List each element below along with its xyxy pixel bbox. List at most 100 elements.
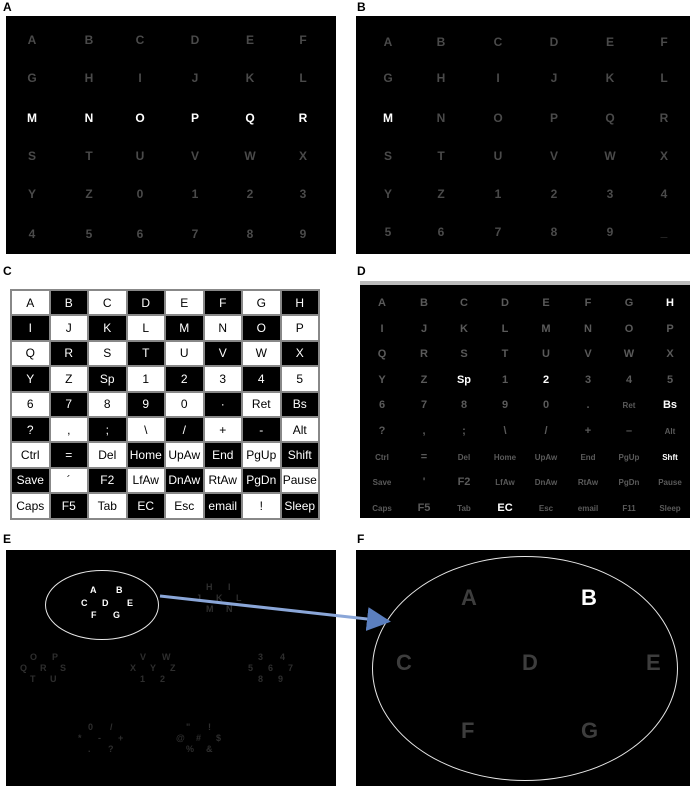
speller-cell: Q bbox=[605, 111, 615, 125]
speller-cell: Q bbox=[245, 111, 255, 125]
speller-cell: V bbox=[190, 149, 199, 163]
speller-cell: S bbox=[27, 149, 36, 163]
flash-cell: W bbox=[623, 348, 635, 360]
speller-cell: U bbox=[493, 149, 503, 163]
speller-cell: 2 bbox=[550, 187, 558, 201]
speller-cell: D bbox=[549, 35, 559, 49]
checkerboard-cell: EC bbox=[126, 493, 165, 519]
checkerboard-cell: Ret bbox=[242, 391, 281, 417]
checkerboard-cell: W bbox=[242, 340, 281, 367]
flash-cell: + bbox=[584, 425, 592, 437]
flash-cell: 1 bbox=[501, 374, 509, 386]
flash-cell: ; bbox=[462, 425, 466, 437]
faint-region-letter: & bbox=[206, 744, 213, 754]
faint-region-letter: - bbox=[98, 733, 101, 743]
speller-cell: W bbox=[604, 149, 616, 163]
faint-region-letter: + bbox=[118, 733, 124, 743]
checkerboard-cell: U bbox=[165, 340, 204, 367]
faint-region-letter: ! bbox=[208, 722, 211, 732]
panel-a-row-column-speller: A B C D E F G H I J K L M N O P Q R S T U V W X Y Z 0 1 2 3 4 5 6 7 8 9 bbox=[6, 16, 336, 254]
checkerboard-cell: S bbox=[88, 340, 127, 367]
checkerboard-cell: End bbox=[203, 442, 242, 468]
checkerboard-cell: L bbox=[126, 315, 165, 341]
faint-region-letter: $ bbox=[216, 733, 222, 743]
flash-cell: Alt bbox=[664, 426, 676, 436]
faint-region-letter: X bbox=[130, 663, 137, 673]
flash-cell: ? bbox=[378, 425, 386, 437]
speller-cell: K bbox=[605, 71, 615, 85]
expanded-letter: A bbox=[461, 585, 477, 610]
checkerboard-cell: · bbox=[203, 391, 242, 417]
flash-cell: U bbox=[542, 348, 550, 360]
faint-region-letter: 6 bbox=[268, 663, 274, 673]
checkerboard-cell: A bbox=[11, 290, 50, 316]
checkerboard-cell: H bbox=[280, 290, 319, 316]
speller-cell: R bbox=[659, 111, 669, 125]
checkerboard-cell: E bbox=[165, 290, 204, 316]
checkerboard-cell: X bbox=[280, 340, 319, 367]
faint-region-letter: @ bbox=[176, 733, 185, 743]
speller-cell: 7 bbox=[191, 227, 199, 241]
checkerboard-cell: D bbox=[126, 290, 165, 316]
speller-cell: V bbox=[549, 149, 558, 163]
faint-region-letter: I bbox=[228, 582, 231, 592]
flash-cell: H bbox=[666, 297, 674, 309]
checkerboard-cell: F bbox=[203, 290, 242, 316]
flash-cell: – bbox=[625, 425, 633, 437]
faint-region-letter: 5 bbox=[248, 663, 254, 673]
checkerboard-cell: C bbox=[88, 290, 127, 316]
flash-cell: Shft bbox=[662, 452, 678, 462]
flash-cell: RtAw bbox=[577, 477, 599, 487]
flash-cell: End bbox=[580, 452, 596, 462]
speller-cell: O bbox=[135, 111, 145, 125]
flash-cell: 8 bbox=[460, 399, 468, 411]
flash-cell: Ret bbox=[622, 400, 636, 410]
speller-cell: P bbox=[549, 111, 558, 125]
checkerboard-cell: Tab bbox=[88, 493, 127, 519]
faint-region-letter: S bbox=[60, 663, 67, 673]
flash-cell: F bbox=[584, 297, 592, 309]
faint-region-letter: . bbox=[88, 744, 91, 754]
checkerboard-cell: \ bbox=[126, 417, 165, 443]
flash-cell: 0 bbox=[542, 399, 550, 411]
checkerboard-cell: RtAw bbox=[203, 467, 242, 494]
checkerboard-cell: , bbox=[49, 417, 88, 443]
faint-region-letter: 3 bbox=[258, 652, 264, 662]
flash-cell: N bbox=[584, 323, 592, 335]
speller-cell: 5 bbox=[85, 227, 93, 241]
checkerboard-cell: 0 bbox=[165, 391, 204, 417]
checkerboard-cell: + bbox=[203, 417, 242, 443]
speller-cell: N bbox=[436, 111, 446, 125]
speller-cell: W bbox=[244, 149, 256, 163]
speller-cell: 1 bbox=[191, 187, 199, 201]
speller-cell: 8 bbox=[550, 225, 558, 239]
checkerboard-cell: / bbox=[165, 417, 204, 443]
flash-cell: 9 bbox=[501, 399, 509, 411]
flash-cell: P bbox=[666, 323, 674, 335]
flash-cell: Ctrl bbox=[375, 452, 389, 462]
flash-cell: C bbox=[460, 297, 468, 309]
panel-label-e: E bbox=[3, 532, 12, 546]
checkerboard-cell: 6 bbox=[11, 391, 50, 417]
flash-cell: 3 bbox=[584, 374, 592, 386]
checkerboard-cell: Sleep bbox=[280, 493, 319, 519]
checkerboard-cell: J bbox=[49, 315, 88, 341]
checkerboard-cell: ´ bbox=[49, 467, 88, 494]
flash-cell: K bbox=[460, 323, 468, 335]
checkerboard-cell: UpAw bbox=[165, 442, 204, 468]
speller-cell: T bbox=[85, 149, 93, 163]
speller-cell: 3 bbox=[606, 187, 614, 201]
faint-region-letter: Q bbox=[20, 663, 28, 673]
expanded-letter: F bbox=[461, 718, 475, 743]
flash-cell: UpAw bbox=[534, 452, 558, 462]
speller-cell: C bbox=[493, 35, 503, 49]
speller-cell: H bbox=[436, 71, 446, 85]
checkerboard-cell: Alt bbox=[280, 417, 319, 443]
speller-cell: _ bbox=[660, 225, 668, 239]
faint-region-letter: 7 bbox=[288, 663, 294, 673]
faint-region-letter: ? bbox=[108, 744, 114, 754]
faint-region-letter: 1 bbox=[140, 674, 146, 684]
speller-cell: 4 bbox=[28, 227, 36, 241]
panel-label-d: D bbox=[357, 264, 366, 278]
checkerboard-cell: T bbox=[126, 340, 165, 367]
